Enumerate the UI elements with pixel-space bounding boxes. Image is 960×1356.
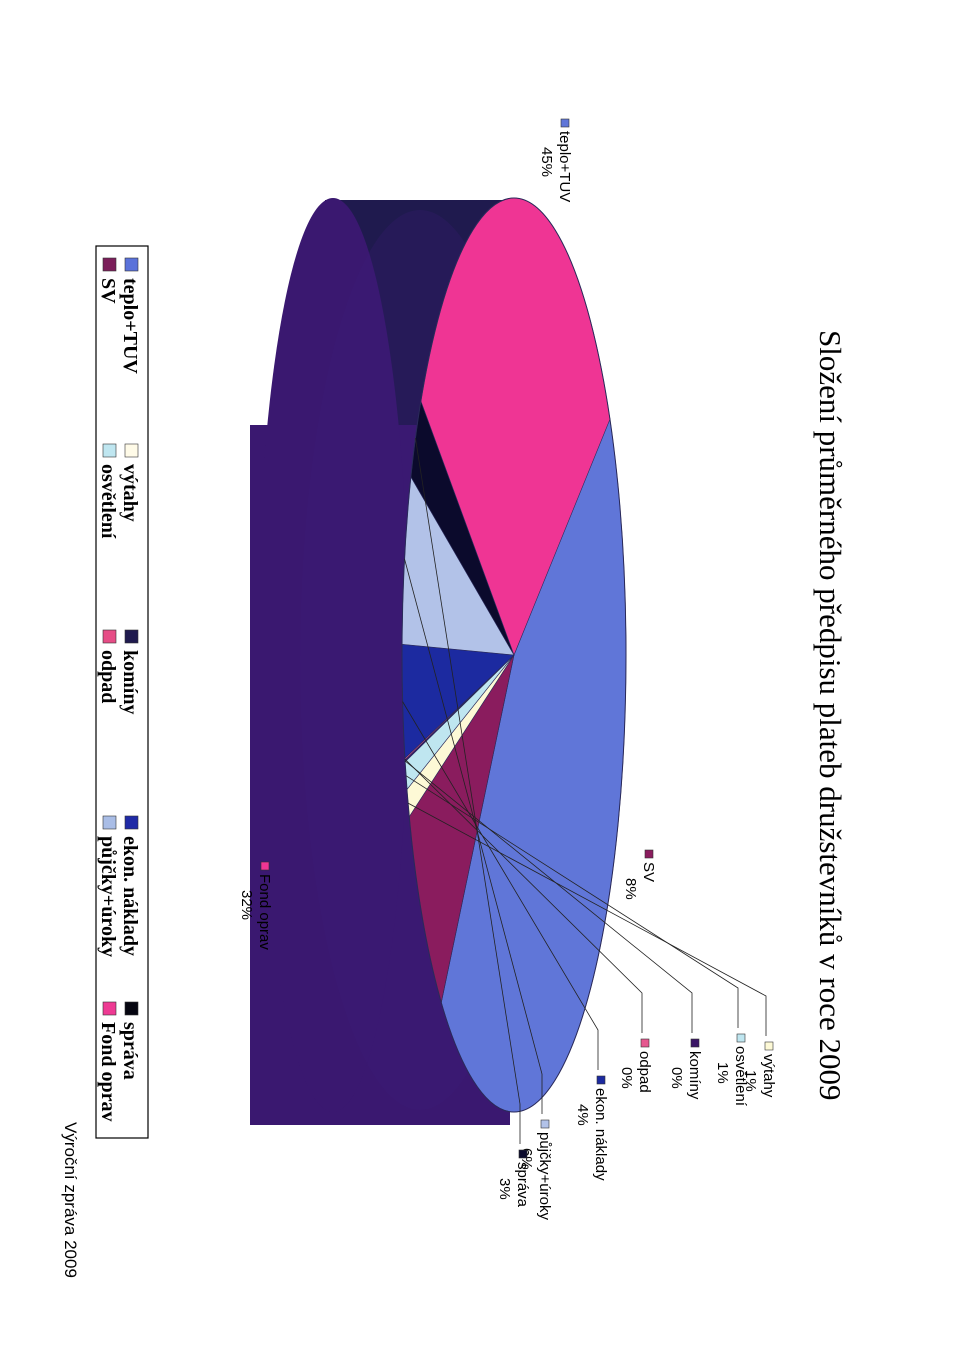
- leader-line-v-tahy: [407, 802, 767, 1036]
- legend-swatch-v-tahy: [124, 443, 139, 458]
- leader-line-osv-tlen: [405, 775, 739, 1028]
- legend-label-p-j-ky-roky: půjčky+úroky: [97, 836, 119, 957]
- legend-label-v-tahy: výtahy: [119, 464, 141, 522]
- chart-title: Složení průměrného předpisu plateb družs…: [813, 330, 848, 1101]
- legend-swatch-kom-ny: [124, 629, 139, 644]
- legend-swatch-osv-tlen: [102, 443, 117, 458]
- data-label-value-teplo-tuv: 45%: [538, 147, 555, 177]
- data-label-swatch-ekon-n-klady: [596, 1075, 606, 1085]
- data-label-value-osv-tlen: 1%: [714, 1062, 731, 1084]
- data-label-name-spr-va: správa: [514, 1162, 531, 1208]
- legend-swatch-teplo-tuv: [124, 257, 139, 272]
- legend-swatch-odpad: [102, 629, 117, 644]
- data-label-value-sv: 8%: [622, 878, 639, 900]
- data-label-value-v-tahy: 1%: [742, 1070, 759, 1092]
- legend-swatch-spr-va: [124, 1001, 139, 1016]
- leader-line-kom-ny: [404, 760, 693, 1033]
- data-label-swatch-spr-va: [518, 1149, 528, 1159]
- data-label-value-spr-va: 3%: [496, 1178, 513, 1200]
- data-label-swatch-p-j-ky-roky: [540, 1119, 550, 1129]
- legend-swatch-fond-oprav: [102, 1001, 117, 1016]
- data-label-name-osv-tlen: osvětlení: [732, 1046, 749, 1107]
- leader-lines: [402, 437, 767, 1144]
- legend-label-fond-oprav: Fond oprav: [97, 1022, 119, 1121]
- leader-line-ekon-n-klady: [402, 701, 599, 1070]
- leader-line-p-j-ky-roky: [404, 558, 543, 1114]
- data-label-value-fond-oprav: 32%: [238, 890, 255, 920]
- legend-label-osv-tlen: osvětlení: [97, 464, 119, 539]
- data-label-name-odpad: odpad: [636, 1051, 653, 1093]
- data-label-value-kom-ny: 0%: [668, 1067, 685, 1089]
- leader-line-spr-va: [415, 437, 521, 1144]
- legend-swatch-ekon-n-klady: [124, 815, 139, 830]
- data-label-swatch-fond-oprav: [260, 861, 270, 871]
- legend-label-kom-ny: komíny: [119, 650, 141, 714]
- legend-label-teplo-tuv: teplo+TUV: [119, 278, 141, 374]
- pie-slices: [401, 197, 627, 1113]
- data-label-name-v-tahy: výtahy: [760, 1054, 777, 1098]
- legend-label-ekon-n-klady: ekon. náklady: [119, 836, 141, 956]
- data-label-swatch-kom-ny: [690, 1038, 700, 1048]
- data-label-swatch-osv-tlen: [736, 1033, 746, 1043]
- data-labels: teplo+TUV45%SV8%výtahy1%osvětlení1%komín…: [238, 118, 777, 1220]
- data-label-swatch-odpad: [640, 1038, 650, 1048]
- legend-swatch-p-j-ky-roky: [102, 815, 117, 830]
- data-label-name-teplo-tuv: teplo+TUV: [556, 131, 573, 202]
- legend-swatch-sv: [102, 257, 117, 272]
- pie-top-outline: [401, 197, 627, 1113]
- data-label-value-odpad: 0%: [618, 1067, 635, 1089]
- legend-label-sv: SV: [97, 278, 119, 304]
- data-label-swatch-teplo-tuv: [560, 118, 570, 128]
- footer-text: Výroční zpráva 2009: [61, 1122, 80, 1278]
- data-label-swatch-v-tahy: [764, 1041, 774, 1051]
- legend-box: [95, 245, 149, 1139]
- data-label-name-ekon-n-klady: ekon. náklady: [592, 1088, 609, 1181]
- rotated-text-layer: Složení průměrného předpisu plateb družs…: [61, 118, 848, 1278]
- data-label-name-kom-ny: komíny: [686, 1051, 703, 1100]
- legend-label-odpad: odpad: [97, 650, 119, 703]
- data-label-swatch-sv: [644, 849, 654, 859]
- data-label-name-sv: SV: [640, 862, 657, 882]
- data-label-value-ekon-n-klady: 4%: [574, 1104, 591, 1126]
- data-label-name-fond-oprav: Fond oprav: [256, 874, 273, 950]
- leader-line-odpad: [404, 758, 643, 1033]
- data-label-name-p-j-ky-roky: půjčky+úroky: [536, 1132, 553, 1220]
- legend-label-spr-va: správa: [119, 1022, 141, 1080]
